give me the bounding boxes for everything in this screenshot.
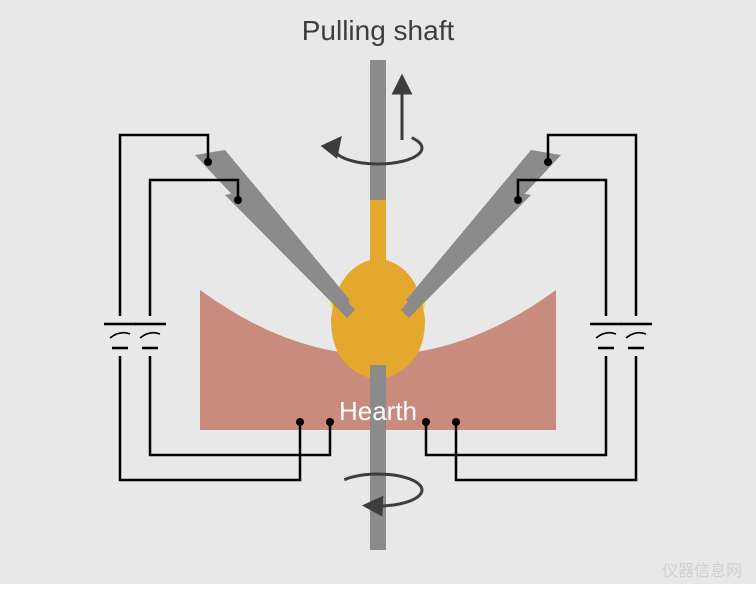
- pulling-shaft-label: Pulling shaft: [302, 15, 455, 46]
- watermark: 仪器信息网: [662, 562, 742, 580]
- pulling-shaft-top: [370, 60, 386, 205]
- diagram-root: Pulling shaft Hearth 仪器信息网: [0, 0, 756, 584]
- diagram-svg: Pulling shaft Hearth 仪器信息网: [0, 0, 756, 584]
- hearth-label: Hearth: [339, 396, 417, 426]
- hearth-shaft-bottom: [370, 365, 386, 550]
